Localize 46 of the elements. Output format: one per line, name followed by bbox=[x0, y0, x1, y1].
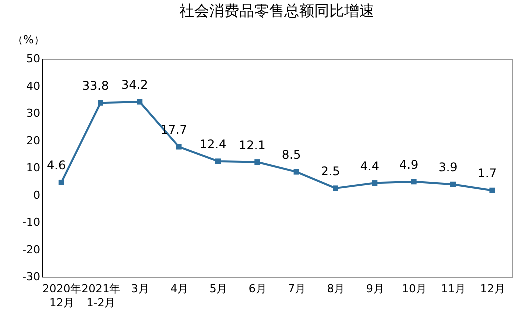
x-tick-label: 3月 bbox=[131, 282, 150, 296]
data-label: 12.1 bbox=[239, 138, 266, 152]
y-tick-label: 10 bbox=[26, 162, 40, 174]
point bbox=[216, 158, 221, 164]
point bbox=[98, 100, 104, 106]
y-tick-label: 20 bbox=[26, 134, 40, 148]
x-tick-label: 8月 bbox=[327, 282, 346, 296]
y-tick-label: 50 bbox=[26, 52, 40, 66]
data-label: 4.9 bbox=[400, 158, 419, 172]
data-label: 4.4 bbox=[360, 159, 380, 174]
point bbox=[333, 186, 338, 192]
x-tick-label: 4月 bbox=[170, 282, 189, 296]
y-tick-label: 0 bbox=[34, 188, 40, 202]
point bbox=[58, 180, 64, 186]
data-label: 4.6 bbox=[47, 158, 66, 173]
y-tick-label: -10 bbox=[22, 216, 40, 229]
x-tick-label: 7月 bbox=[288, 282, 306, 296]
data-label: 1.7 bbox=[478, 166, 497, 181]
data-label: 3.9 bbox=[438, 160, 458, 175]
point bbox=[254, 160, 260, 166]
x-tick-label: 11月 bbox=[441, 282, 466, 296]
data-label: 33.8 bbox=[82, 79, 110, 94]
data-label: 8.5 bbox=[282, 148, 302, 162]
point bbox=[294, 169, 300, 175]
data-label: 2.5 bbox=[321, 164, 340, 178]
data-label: 34.2 bbox=[122, 78, 148, 92]
y-axis-title: （%） bbox=[12, 34, 45, 46]
point bbox=[372, 180, 378, 186]
x-tick-label: 2021年 1-2月 bbox=[82, 282, 121, 310]
point bbox=[137, 99, 143, 105]
data-label: 12.4 bbox=[200, 137, 227, 152]
x-tick-label: 12月 bbox=[480, 282, 506, 296]
chart-title: 社会消费品零售总额同比增速 bbox=[180, 2, 374, 20]
x-tick-label: 9月 bbox=[366, 282, 384, 296]
x-tick-label: 2020年 12月 bbox=[42, 282, 82, 310]
point bbox=[450, 182, 456, 188]
point bbox=[411, 179, 417, 185]
y-tick-label: 40 bbox=[26, 80, 40, 93]
x-tick-label: 5月 bbox=[210, 282, 228, 296]
x-tick-label: 10月 bbox=[402, 282, 428, 296]
y-tick-label: -30 bbox=[22, 270, 40, 284]
y-tick-label: 30 bbox=[26, 107, 40, 120]
x-tick-label: 6月 bbox=[248, 282, 267, 296]
point bbox=[490, 188, 496, 194]
point bbox=[176, 144, 182, 150]
y-tick-label: -20 bbox=[22, 243, 40, 256]
